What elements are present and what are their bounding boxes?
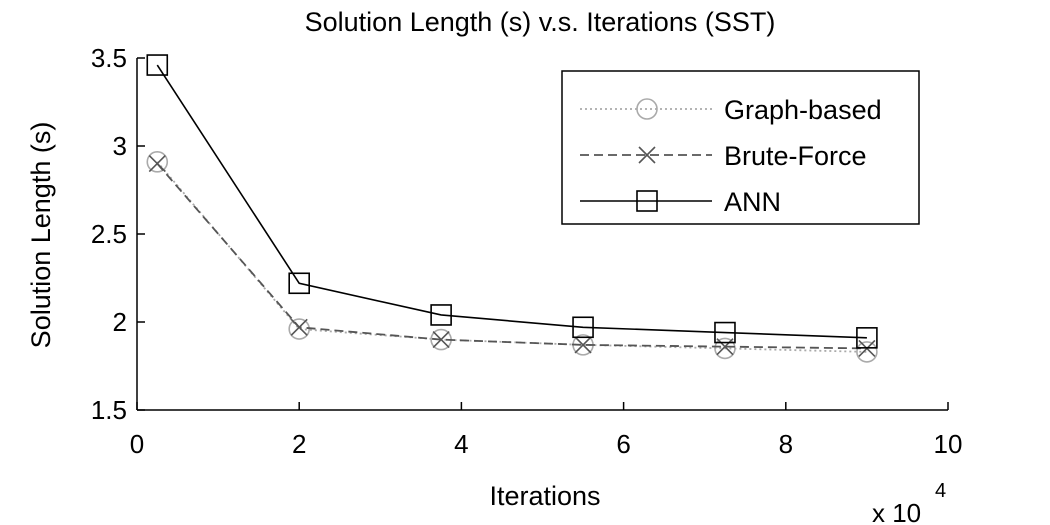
legend-marker-ann: [636, 190, 658, 212]
data-point-brute-force: [290, 318, 308, 336]
legend-entry-brute-force: Brute-Force: [580, 141, 867, 171]
y-tick-label: 3: [113, 131, 127, 161]
legend-entry-graph-based: Graph-based: [580, 95, 882, 125]
x-tick-label: 2: [292, 429, 306, 459]
data-point-graph-based: [714, 337, 736, 360]
x-marker-stroke: [290, 318, 308, 336]
x-axis-label: Iterations: [489, 481, 600, 511]
x-tick-label: 10: [934, 429, 963, 459]
x-axis-multiplier: x 10 4: [872, 480, 946, 525]
x-tick-label: 8: [779, 429, 793, 459]
data-point-ann: [714, 321, 736, 344]
x-marker-stroke: [638, 146, 656, 164]
x-marker-stroke: [432, 331, 450, 349]
legend: Graph-based Brute-Force ANN: [561, 70, 920, 225]
x-marker-stroke: [716, 338, 734, 356]
data-point-ann: [572, 316, 594, 339]
series-line-ann: [156, 64, 867, 339]
data-point-graph-based: [146, 151, 169, 173]
data-point-ann: [430, 304, 452, 326]
y-tick-label: 2.5: [91, 219, 127, 249]
data-point-brute-force: [432, 331, 450, 349]
series-brute-force: [148, 155, 876, 357]
series-line-brute-force: [156, 163, 867, 350]
data-point-ann: [288, 272, 311, 295]
data-point-ann: [856, 327, 878, 349]
y-tick-label: 2: [113, 307, 127, 337]
legend-entry-ann: ANN: [580, 187, 781, 217]
data-point-brute-force: [574, 336, 592, 354]
x-marker-stroke: [574, 336, 592, 354]
y-tick-label: 3.5: [91, 43, 127, 73]
series-ann: [146, 54, 878, 349]
legend-label-brute-force: Brute-Force: [724, 141, 867, 171]
y-axis-label: Solution Length (s): [26, 122, 56, 349]
data-point-brute-force: [148, 155, 166, 173]
chart-title: Solution Length (s) v.s. Iterations (SST…: [305, 7, 776, 37]
data-point-ann: [146, 54, 169, 76]
legend-marker-brute-force: [638, 146, 656, 164]
x-tick-label: 0: [130, 429, 144, 459]
legend-label-graph-based: Graph-based: [724, 95, 882, 125]
x-multiplier-base: x 10: [872, 498, 921, 525]
y-tick-label: 1.5: [91, 395, 127, 425]
x-tick-label: 6: [616, 429, 630, 459]
x-multiplier-exponent: 4: [935, 480, 946, 502]
legend-marker-graph-based: [636, 98, 658, 120]
legend-box: [561, 70, 920, 225]
axes: 0 2 4 6 8 10 1.5 2 2.5 3 3.5: [91, 43, 963, 459]
data-point-brute-force: [716, 338, 734, 356]
plot-area: [146, 54, 878, 363]
x-marker-stroke: [148, 155, 166, 173]
x-tick-label: 4: [454, 429, 468, 459]
legend-label-ann: ANN: [724, 187, 781, 217]
data-point-graph-based: [856, 341, 878, 363]
